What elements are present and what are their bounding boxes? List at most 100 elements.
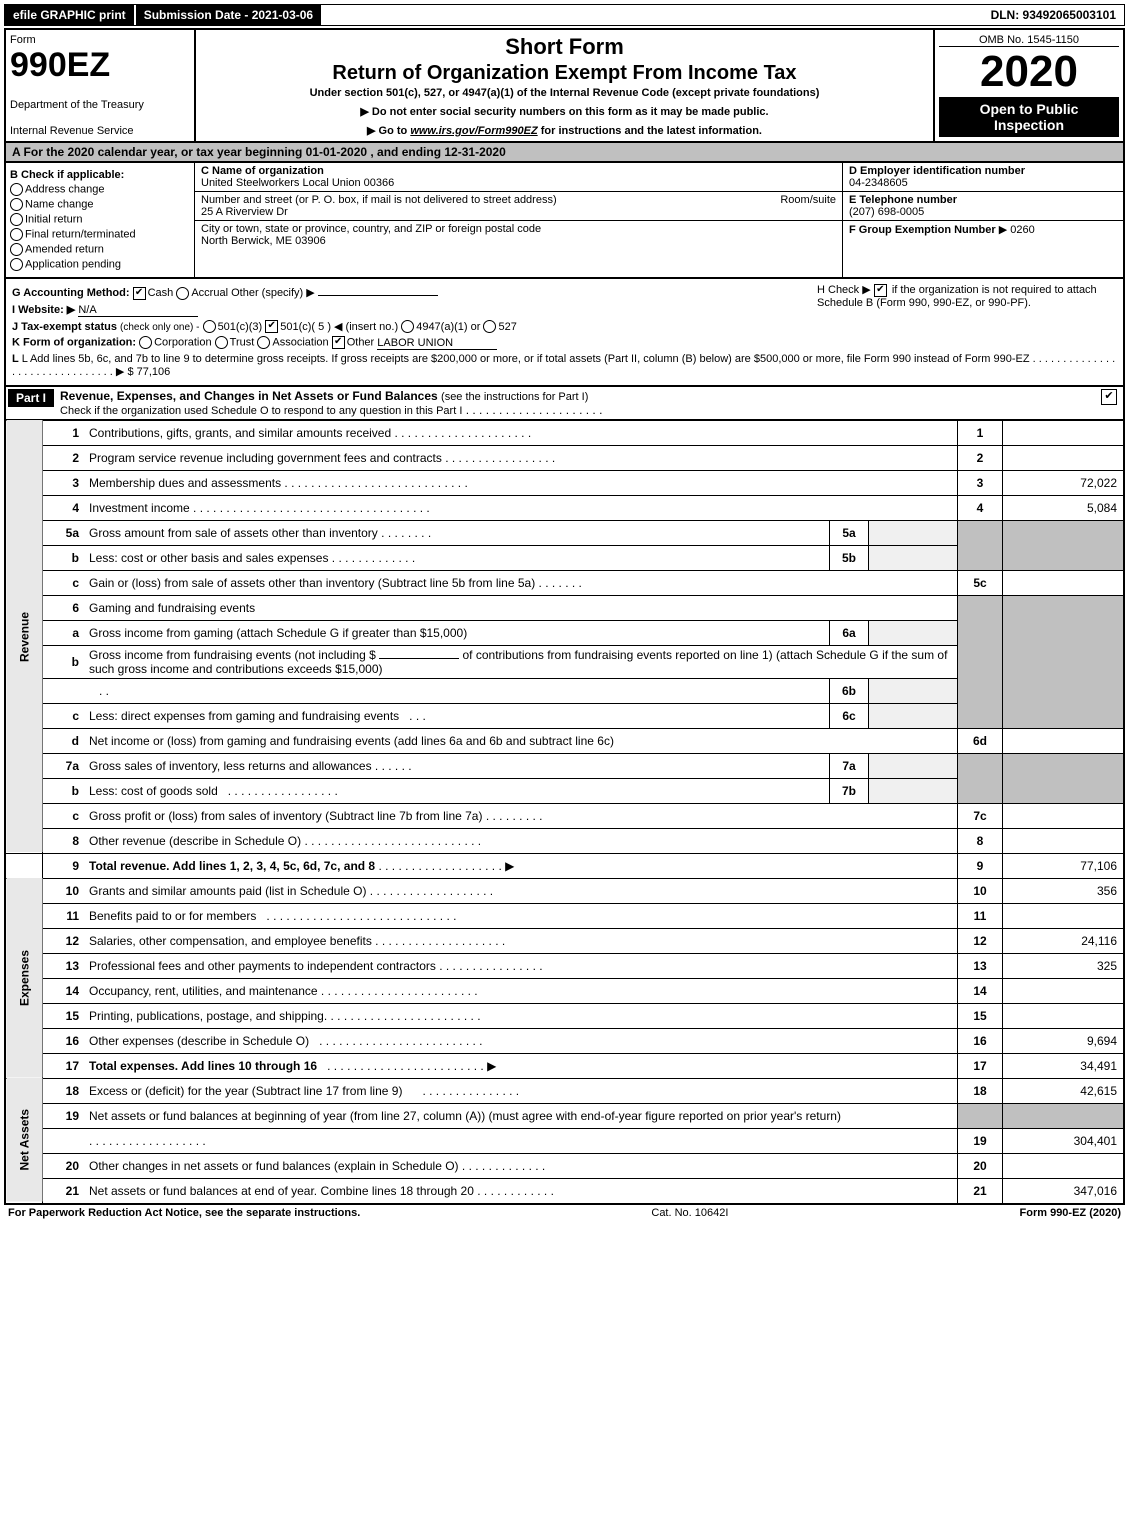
header-center: Short Form Return of Organization Exempt…	[196, 30, 933, 141]
part-1-title-sub: (see the instructions for Part I)	[441, 391, 588, 403]
line-12-box: 12	[958, 928, 1003, 953]
checkbox-initial-return[interactable]	[10, 213, 23, 226]
shade-cell	[1003, 520, 1124, 570]
section-ghijkl: H Check ▶ if the organization is not req…	[4, 279, 1125, 387]
line-num: 14	[43, 978, 86, 1003]
line-10-val: 356	[1003, 878, 1124, 903]
checkbox-amended-return[interactable]	[10, 243, 23, 256]
line-2-box: 2	[958, 445, 1003, 470]
shade-cell	[1003, 1103, 1124, 1128]
checkbox-schedule-o[interactable]: ✔	[1101, 389, 1117, 405]
line-11-val	[1003, 903, 1124, 928]
line-13-box: 13	[958, 953, 1003, 978]
line-6c-desc: Less: direct expenses from gaming and fu…	[85, 703, 830, 728]
line-6b-sval	[869, 678, 958, 703]
line-5b-desc: Less: cost or other basis and sales expe…	[85, 545, 830, 570]
checkbox-501c3[interactable]	[203, 320, 216, 333]
line-7b-desc: Less: cost of goods sold . . . . . . . .…	[85, 778, 830, 803]
checkbox-address-change[interactable]	[10, 183, 23, 196]
line-num: c	[43, 570, 86, 595]
line-num: c	[43, 803, 86, 828]
b-check-if: Check if applicable:	[21, 169, 124, 181]
line-num: 10	[43, 878, 86, 903]
opt-address-change: Address change	[25, 183, 105, 195]
line-num: a	[43, 620, 86, 645]
line-7c-desc: Gross profit or (loss) from sales of inv…	[85, 803, 958, 828]
line-10-desc: Grants and similar amounts paid (list in…	[85, 878, 958, 903]
lines-table: Revenue 1 Contributions, gifts, grants, …	[6, 420, 1123, 1203]
j-sub: (check only one) -	[120, 322, 199, 333]
line-num: d	[43, 728, 86, 753]
line-num: 19	[43, 1103, 86, 1128]
side-expenses: Expenses	[6, 878, 43, 1078]
phone-value: (207) 698-0005	[849, 206, 924, 218]
line-16-val: 9,694	[1003, 1028, 1124, 1053]
line-num: b	[43, 545, 86, 570]
city-label: City or town, state or province, country…	[201, 223, 541, 235]
goto-pre: ▶ Go to	[367, 125, 410, 137]
checkbox-assoc[interactable]	[257, 336, 270, 349]
line-14-desc: Occupancy, rent, utilities, and maintena…	[85, 978, 958, 1003]
line-6d-val	[1003, 728, 1124, 753]
line-7a-sval	[869, 753, 958, 778]
k-corp: Corporation	[154, 337, 211, 349]
section-def: D Employer identification number 04-2348…	[842, 163, 1123, 277]
line-3-box: 3	[958, 470, 1003, 495]
irs-link[interactable]: www.irs.gov/Form990EZ	[410, 125, 537, 137]
part-1: Part I Revenue, Expenses, and Changes in…	[4, 387, 1125, 1205]
line-21-val: 347,016	[1003, 1178, 1124, 1203]
line-20-box: 20	[958, 1153, 1003, 1178]
b-label: B	[10, 169, 18, 181]
line-4-box: 4	[958, 495, 1003, 520]
footer-form: Form 990-EZ (2020)	[1020, 1207, 1121, 1219]
line-7a-sbox: 7a	[830, 753, 869, 778]
submission-date: Submission Date - 2021-03-06	[134, 5, 323, 25]
line-6b-blank[interactable]	[379, 658, 459, 659]
line-19-desc: Net assets or fund balances at beginning…	[85, 1103, 958, 1128]
shade-cell	[1003, 595, 1124, 728]
checkbox-cash[interactable]	[133, 287, 146, 300]
line-num: 20	[43, 1153, 86, 1178]
checkbox-h[interactable]	[874, 284, 887, 297]
part-1-check-line: Check if the organization used Schedule …	[60, 405, 462, 417]
opt-amended: Amended return	[25, 243, 104, 255]
line-1-desc: Contributions, gifts, grants, and simila…	[85, 420, 958, 445]
line-num: 9	[43, 853, 86, 878]
checkbox-4947[interactable]	[401, 320, 414, 333]
checkbox-application-pending[interactable]	[10, 258, 23, 271]
j-501c: 501(c)( 5 ) ◀ (insert no.)	[280, 321, 398, 333]
j-label: J Tax-exempt status	[12, 321, 117, 333]
form-number: 990EZ	[10, 46, 190, 85]
footer-left: For Paperwork Reduction Act Notice, see …	[8, 1207, 360, 1219]
line-num: b	[43, 778, 86, 803]
line-18-desc: Excess or (deficit) for the year (Subtra…	[85, 1078, 958, 1103]
section-c: C Name of organization United Steelworke…	[195, 163, 842, 277]
g-other-input[interactable]	[318, 295, 438, 296]
d-ein-label: D Employer identification number	[849, 165, 1025, 177]
line-2-desc: Program service revenue including govern…	[85, 445, 958, 470]
checkbox-final-return[interactable]	[10, 228, 23, 241]
checkbox-corp[interactable]	[139, 336, 152, 349]
g-cash: Cash	[148, 287, 174, 299]
line-21-desc: Net assets or fund balances at end of ye…	[85, 1178, 958, 1203]
line-3-desc: Membership dues and assessments . . . . …	[85, 470, 958, 495]
k-trust: Trust	[230, 337, 255, 349]
checkbox-527[interactable]	[483, 320, 496, 333]
footer-cat: Cat. No. 10642I	[651, 1207, 728, 1219]
line-1-val	[1003, 420, 1124, 445]
line-11-desc: Benefits paid to or for members . . . . …	[85, 903, 958, 928]
e-phone-label: E Telephone number	[849, 194, 957, 206]
line-13-desc: Professional fees and other payments to …	[85, 953, 958, 978]
checkbox-name-change[interactable]	[10, 198, 23, 211]
checkbox-accrual[interactable]	[176, 287, 189, 300]
dln: DLN: 93492065003101	[983, 5, 1124, 25]
g-label: G Accounting Method:	[12, 287, 130, 299]
checkbox-other[interactable]	[332, 336, 345, 349]
street-address: 25 A Riverview Dr	[201, 206, 288, 218]
opt-app-pending: Application pending	[25, 258, 121, 270]
checkbox-501c[interactable]	[265, 320, 278, 333]
line-num	[43, 678, 86, 703]
l-value: ▶ $ 77,106	[116, 366, 170, 378]
line-5a-sbox: 5a	[830, 520, 869, 545]
checkbox-trust[interactable]	[215, 336, 228, 349]
